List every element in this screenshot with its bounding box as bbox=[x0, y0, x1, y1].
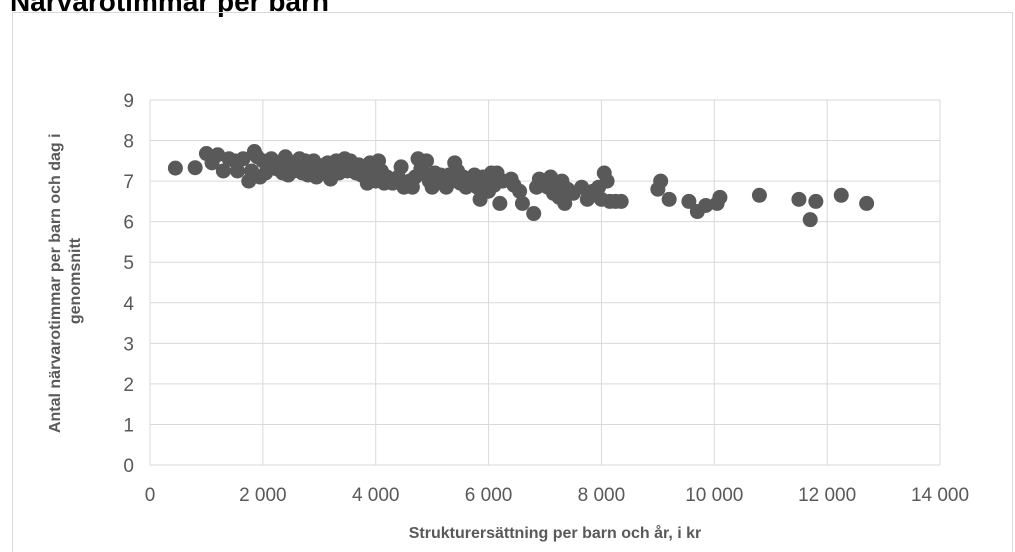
x-axis-ticks: 0 2 000 4 000 6 000 8 000 10 000 12 000 14 000 bbox=[145, 485, 969, 506]
x-tick-label: 10 000 bbox=[685, 485, 743, 506]
x-tick-label: 4 000 bbox=[352, 485, 400, 506]
data-point bbox=[393, 159, 409, 175]
y-tick-label: 8 bbox=[123, 132, 134, 153]
y-tick-label: 4 bbox=[123, 294, 134, 315]
y-tick-label: 2 bbox=[123, 375, 134, 396]
y-axis-label: Antal närvarotimmar per barn och dag i g… bbox=[47, 129, 84, 433]
data-point bbox=[859, 195, 875, 211]
data-point bbox=[698, 197, 714, 213]
data-point bbox=[210, 147, 226, 163]
data-point bbox=[751, 187, 767, 203]
y-axis-label-line-1: Antal närvarotimmar per barn och dag i bbox=[47, 133, 64, 433]
data-point bbox=[492, 195, 508, 211]
data-point bbox=[419, 153, 434, 169]
x-axis-label: Strukturersättning per barn och år, i kr bbox=[409, 524, 702, 542]
data-point bbox=[833, 187, 849, 203]
data-points bbox=[167, 144, 875, 228]
y-tick-label: 5 bbox=[123, 253, 134, 274]
data-point bbox=[557, 195, 573, 211]
y-tick-label: 6 bbox=[123, 213, 134, 234]
data-point bbox=[802, 212, 818, 228]
x-tick-label: 2 000 bbox=[239, 485, 287, 506]
data-point bbox=[574, 179, 590, 195]
data-point bbox=[215, 163, 231, 179]
x-tick-label: 14 000 bbox=[911, 485, 969, 506]
y-tick-label: 0 bbox=[123, 456, 134, 477]
data-point bbox=[514, 195, 530, 211]
y-tick-label: 7 bbox=[123, 172, 134, 193]
data-point bbox=[526, 206, 542, 222]
data-point bbox=[661, 191, 677, 207]
y-tick-label: 3 bbox=[123, 334, 134, 355]
y-tick-label: 9 bbox=[123, 91, 134, 112]
data-point bbox=[229, 163, 245, 179]
x-tick-label: 12 000 bbox=[798, 485, 856, 506]
y-axis-label-line-2: genomsnitt bbox=[67, 237, 84, 324]
data-point bbox=[791, 191, 807, 207]
data-point bbox=[187, 160, 203, 176]
data-point bbox=[235, 151, 251, 167]
x-tick-label: 6 000 bbox=[465, 485, 513, 506]
data-point bbox=[599, 173, 615, 189]
data-point bbox=[681, 193, 697, 209]
data-point bbox=[712, 189, 728, 205]
data-point bbox=[167, 160, 183, 176]
x-tick-label: 0 bbox=[145, 485, 156, 506]
y-axis-ticks: 0 1 2 3 4 5 6 7 8 9 bbox=[123, 91, 134, 477]
y-tick-label: 1 bbox=[123, 415, 134, 436]
x-tick-label: 8 000 bbox=[578, 485, 626, 506]
data-point bbox=[653, 173, 669, 189]
data-point bbox=[808, 193, 824, 209]
chart-frame bbox=[12, 12, 1013, 552]
data-point bbox=[512, 183, 528, 199]
data-point bbox=[613, 193, 629, 209]
